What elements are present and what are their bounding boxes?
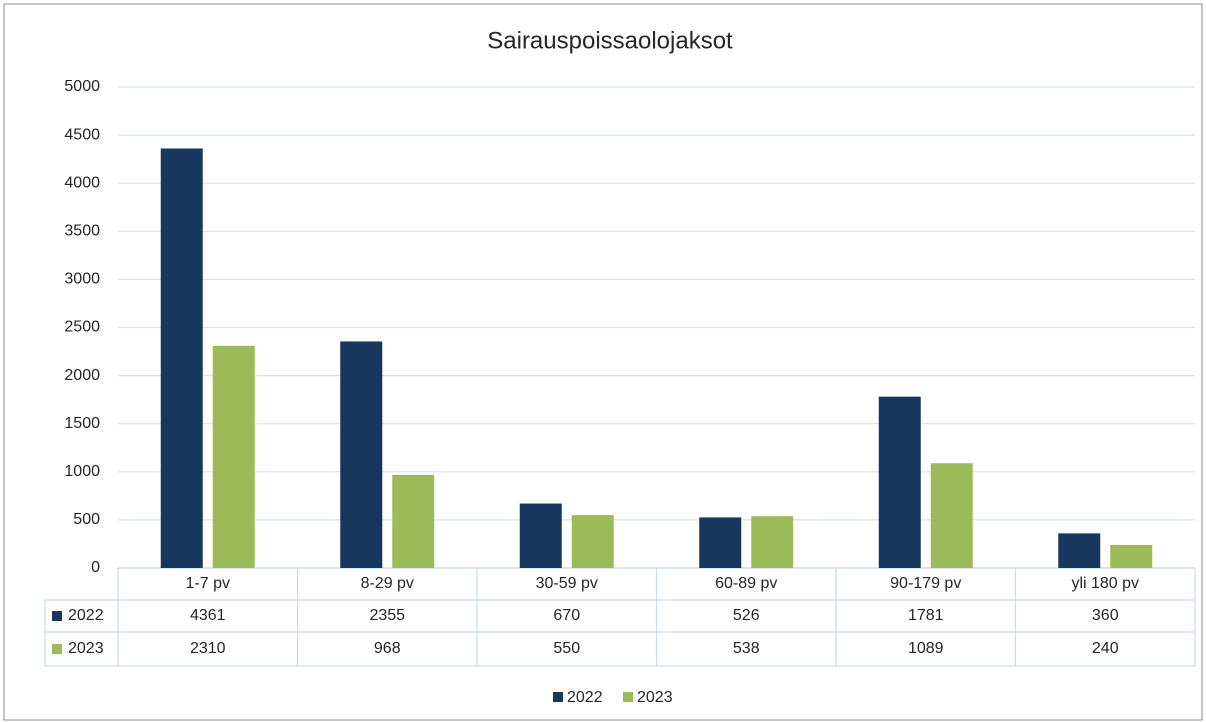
x-tick-label: 1-7 pv bbox=[186, 575, 230, 592]
bar bbox=[392, 474, 435, 568]
x-tick-label: 60-89 pv bbox=[715, 575, 777, 592]
x-tick-label: yli 180 pv bbox=[1071, 575, 1139, 592]
table-value: 2355 bbox=[369, 607, 405, 624]
chart-border bbox=[3, 3, 1203, 721]
y-tick-label: 3500 bbox=[64, 223, 100, 240]
table-value: 4361 bbox=[190, 607, 226, 624]
y-tick-label: 3000 bbox=[64, 271, 100, 288]
y-tick-label: 2500 bbox=[64, 319, 100, 336]
x-tick-label: 8-29 pv bbox=[361, 575, 414, 592]
table-value: 538 bbox=[733, 640, 760, 657]
y-tick-label: 500 bbox=[73, 511, 100, 528]
bar bbox=[878, 396, 921, 568]
x-tick-label: 90-179 pv bbox=[890, 575, 961, 592]
y-tick-label: 2000 bbox=[64, 367, 100, 384]
table-value: 670 bbox=[553, 607, 580, 624]
legend-key bbox=[553, 692, 563, 702]
table-row-label: 2022 bbox=[68, 607, 104, 624]
bar bbox=[571, 515, 614, 568]
table-value: 526 bbox=[733, 607, 760, 624]
chart-title: Sairauspoissaolojaksot bbox=[487, 27, 733, 54]
y-tick-label: 4500 bbox=[64, 126, 100, 143]
y-tick-label: 5000 bbox=[64, 78, 100, 95]
table-legend-key bbox=[52, 611, 62, 621]
y-tick-label: 0 bbox=[91, 559, 100, 576]
legend-label: 2023 bbox=[637, 689, 673, 706]
table-value: 2310 bbox=[190, 640, 226, 657]
y-tick-label: 1000 bbox=[64, 463, 100, 480]
bar bbox=[1110, 544, 1153, 568]
bar bbox=[1058, 533, 1101, 568]
bar bbox=[340, 341, 383, 568]
bar bbox=[930, 463, 973, 568]
y-tick-label: 4000 bbox=[64, 174, 100, 191]
bar bbox=[751, 516, 794, 568]
table-legend-key bbox=[52, 644, 62, 654]
table-value: 360 bbox=[1092, 607, 1119, 624]
table-value: 1781 bbox=[908, 607, 944, 624]
table-value: 968 bbox=[374, 640, 401, 657]
bar bbox=[699, 517, 742, 568]
table-value: 240 bbox=[1092, 640, 1119, 657]
bar bbox=[519, 503, 562, 568]
legend-key bbox=[623, 692, 633, 702]
legend-label: 2022 bbox=[567, 689, 603, 706]
bar bbox=[160, 148, 203, 568]
bar bbox=[212, 345, 255, 568]
y-tick-label: 1500 bbox=[64, 415, 100, 432]
table-value: 550 bbox=[553, 640, 580, 657]
x-tick-label: 30-59 pv bbox=[536, 575, 598, 592]
table-value: 1089 bbox=[908, 640, 944, 657]
table-row-label: 2023 bbox=[68, 640, 104, 657]
